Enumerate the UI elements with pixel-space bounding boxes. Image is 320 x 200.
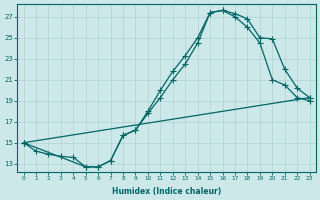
X-axis label: Humidex (Indice chaleur): Humidex (Indice chaleur) (112, 187, 221, 196)
